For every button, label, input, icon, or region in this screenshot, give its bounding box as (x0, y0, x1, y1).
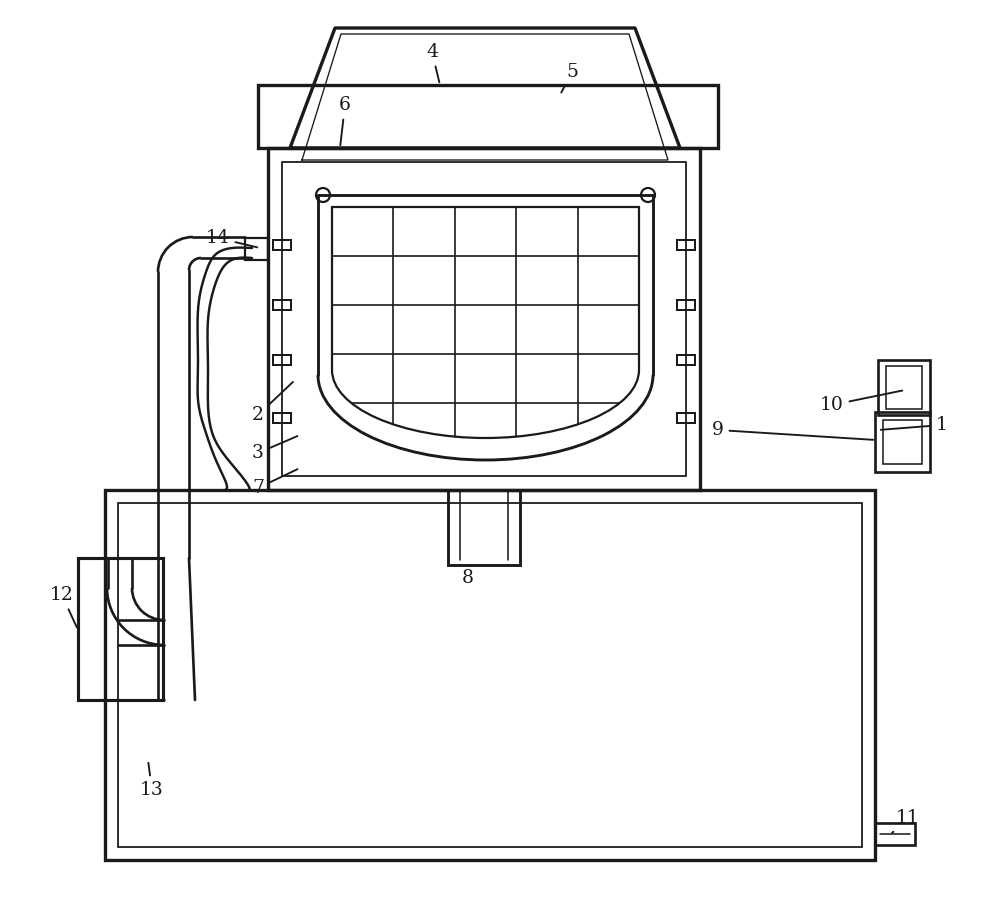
Bar (677, 355, 695, 365)
Text: 3: 3 (252, 436, 297, 462)
Bar (677, 240, 695, 250)
Bar (273, 355, 291, 365)
Bar (448, 490, 520, 565)
Text: 4: 4 (426, 43, 439, 82)
Bar (273, 413, 291, 423)
Text: 2: 2 (252, 382, 293, 424)
Bar (273, 240, 291, 250)
Bar (886, 366, 922, 409)
Text: 14: 14 (206, 229, 257, 247)
Bar (258, 85, 718, 148)
Text: 8: 8 (462, 565, 474, 587)
Bar (677, 300, 695, 310)
Bar (875, 823, 915, 845)
Bar (677, 413, 695, 423)
Bar (245, 238, 268, 260)
Bar (875, 412, 930, 472)
Bar (883, 420, 922, 464)
Bar (118, 503, 862, 847)
Text: 7: 7 (252, 469, 297, 497)
Text: 5: 5 (561, 63, 578, 93)
Bar (273, 300, 291, 310)
Bar (268, 148, 700, 490)
Text: 10: 10 (820, 391, 902, 414)
Text: 13: 13 (140, 763, 164, 799)
Text: 12: 12 (50, 586, 77, 628)
Text: 9: 9 (712, 421, 873, 440)
Bar (105, 490, 875, 860)
Text: 1: 1 (881, 416, 948, 434)
Bar (282, 162, 686, 476)
Bar (878, 360, 930, 415)
Text: 6: 6 (339, 96, 351, 145)
Text: 11: 11 (892, 809, 920, 833)
Bar (78, 558, 163, 700)
